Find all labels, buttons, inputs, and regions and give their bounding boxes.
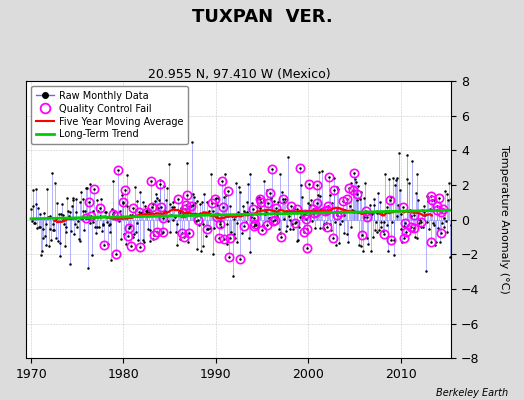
Legend: Raw Monthly Data, Quality Control Fail, Five Year Moving Average, Long-Term Tren: Raw Monthly Data, Quality Control Fail, … [31,86,188,144]
Text: Berkeley Earth: Berkeley Earth [436,388,508,398]
Y-axis label: Temperature Anomaly (°C): Temperature Anomaly (°C) [499,145,509,294]
Text: TUXPAN  VER.: TUXPAN VER. [192,8,332,26]
Title: 20.955 N, 97.410 W (Mexico): 20.955 N, 97.410 W (Mexico) [148,68,330,81]
